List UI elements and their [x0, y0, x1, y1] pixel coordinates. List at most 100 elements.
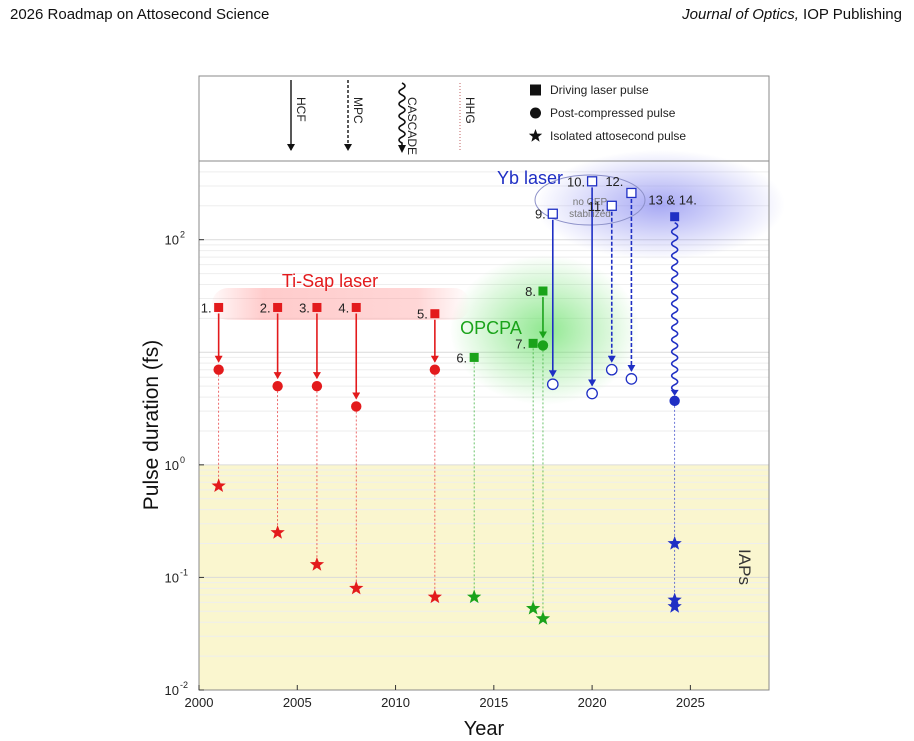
region-labels: Ti-Sap laser OPCPA Yb laser IAPs — [282, 168, 754, 585]
data-group-10: 10. — [567, 174, 598, 400]
x-tick-label: 2010 — [381, 695, 410, 710]
marker-legend: Driving laser pulse Post-compressed pulse… — [528, 83, 686, 143]
legend-circle-icon — [530, 107, 541, 119]
legend-item-label: Post-compressed pulse — [550, 106, 676, 120]
data-group-4: 4. — [338, 300, 364, 595]
y-axis-label: Pulse duration (fs) — [140, 340, 163, 510]
compressed-circle — [537, 340, 549, 351]
legend-star-icon — [528, 129, 543, 142]
compressed-circle — [429, 364, 441, 375]
data-group-13-14: 13 & 14. — [648, 193, 697, 613]
grid-lines — [199, 160, 769, 691]
cep-annotation-line: stabilized — [569, 209, 611, 220]
driver-square — [586, 176, 598, 187]
compressed-circle — [605, 363, 618, 376]
legend-frame — [198, 75, 770, 162]
data-group-3: 3. — [299, 300, 325, 571]
data-label: 11. — [588, 199, 605, 214]
driver-square — [469, 352, 479, 362]
compressed-circle — [272, 380, 283, 392]
plot-area: no CEP stabilized 1. 2. 3. 4. 5. 6. 7. 8. 9. 10.11… — [165, 150, 785, 710]
legend-item-label: Driving laser pulse — [550, 83, 649, 97]
iap-star — [526, 601, 541, 615]
running-header-right: Journal of Optics, IOP Publishing — [682, 6, 902, 23]
data-label: 4. — [338, 300, 349, 315]
x-axis-label: Year — [464, 718, 505, 740]
region-label: OPCPA — [460, 318, 522, 338]
data-label: 13 & 14. — [648, 193, 696, 208]
y-tick-label: 10 — [165, 570, 179, 585]
compressed-circle — [311, 380, 323, 392]
y-tick-exponent: -1 — [180, 567, 188, 577]
technique-label: MPC — [351, 97, 365, 124]
data-label: 9. — [535, 207, 546, 222]
journal-name: Journal of Optics, — [682, 6, 799, 23]
data-group-11: 11. — [588, 199, 618, 376]
x-tick-label: 2025 — [676, 695, 705, 710]
y-tick-exponent: 0 — [180, 455, 185, 465]
compressed-circle — [586, 387, 598, 400]
legend-square-icon — [530, 84, 541, 96]
data-group-12: 12. — [605, 174, 638, 385]
cep-ellipse — [534, 174, 646, 226]
region-label: Yb laser — [497, 168, 563, 188]
technique-label: HCF — [294, 97, 308, 122]
driver-square — [430, 309, 440, 319]
iap-star — [309, 557, 325, 571]
iap-star — [667, 536, 682, 550]
region-label: Ti-Sap laser — [282, 271, 378, 291]
ti-sap-glow — [212, 288, 470, 320]
driver-square — [670, 212, 680, 222]
iap-star — [211, 478, 226, 492]
data-group-8: 8. — [525, 284, 551, 625]
iap-star — [667, 592, 682, 607]
data-label: 1. — [201, 300, 212, 315]
iap-star — [270, 525, 285, 539]
y-tick-exponent: 2 — [180, 230, 185, 240]
legend-panel: HCF MPC CASCADE HHG Driving laser pulse Post… — [198, 75, 770, 162]
iap-star — [667, 599, 682, 613]
x-tick-label: 2000 — [185, 695, 214, 710]
data-group-1: 1. — [201, 300, 226, 492]
driver-square — [214, 302, 224, 312]
technique-label: HHG — [463, 97, 477, 124]
plot-frame — [198, 160, 770, 691]
technique-label: CASCADE — [405, 97, 419, 155]
publisher-name: IOP Publishing — [798, 6, 902, 23]
driver-square — [606, 200, 617, 211]
cep-annotation: no CEP stabilized — [569, 197, 611, 220]
y-tick-label: 10 — [165, 683, 179, 698]
technique-legend: HCF MPC CASCADE HHG — [287, 80, 477, 155]
data-label: 6. — [456, 350, 467, 365]
driver-square — [351, 302, 361, 312]
technique-arrowhead — [398, 145, 406, 153]
driver-square — [538, 286, 548, 296]
iap-star — [349, 580, 364, 595]
data-group-6: 6. — [456, 350, 482, 604]
legend-item-label: Isolated attosecond pulse — [550, 129, 686, 143]
cep-annotation-line: no CEP — [573, 197, 608, 208]
y-tick-label: 10 — [165, 458, 179, 473]
driver-square — [312, 302, 322, 312]
data-group-2: 2. — [260, 300, 285, 539]
data-label: 3. — [299, 300, 310, 315]
data-group-7: 7. — [515, 336, 541, 615]
data-group-5: 5. — [417, 307, 442, 604]
data-label: 8. — [525, 284, 536, 299]
data-label: 12. — [605, 174, 623, 189]
driver-square — [273, 302, 283, 312]
y-tick-label: 10 — [165, 233, 179, 248]
driver-square — [528, 338, 538, 348]
compressed-circle — [351, 401, 362, 412]
data-label: 7. — [515, 336, 526, 351]
x-tick-label: 2005 — [283, 695, 312, 710]
data-label: 10. — [567, 174, 585, 189]
y-tick-exponent: -2 — [180, 680, 188, 690]
technique-wavy-line — [398, 82, 406, 145]
compressed-circle — [669, 395, 680, 407]
driver-square — [547, 208, 558, 219]
yb-glow — [535, 150, 785, 260]
x-tick-label: 2020 — [578, 695, 607, 710]
